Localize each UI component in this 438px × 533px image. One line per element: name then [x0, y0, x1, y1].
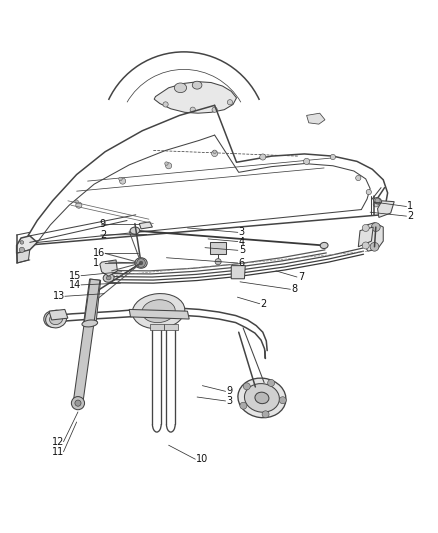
- Text: 2: 2: [261, 298, 267, 309]
- Polygon shape: [17, 236, 37, 253]
- Ellipse shape: [49, 313, 63, 325]
- Text: 14: 14: [69, 280, 81, 290]
- Circle shape: [139, 261, 143, 265]
- Polygon shape: [129, 310, 189, 319]
- Text: 5: 5: [239, 245, 245, 255]
- Ellipse shape: [174, 83, 187, 93]
- Text: 9: 9: [100, 219, 106, 229]
- Circle shape: [212, 107, 217, 112]
- Circle shape: [375, 198, 380, 204]
- Text: 15: 15: [69, 271, 81, 281]
- Circle shape: [279, 397, 286, 403]
- Polygon shape: [210, 241, 226, 254]
- Text: 3: 3: [226, 396, 233, 406]
- Text: 7: 7: [298, 272, 304, 282]
- Circle shape: [362, 224, 369, 231]
- Text: 11: 11: [52, 447, 64, 457]
- Circle shape: [373, 201, 378, 207]
- Text: 9: 9: [226, 386, 233, 397]
- Ellipse shape: [130, 227, 140, 234]
- Ellipse shape: [132, 294, 185, 329]
- Circle shape: [163, 102, 168, 107]
- Ellipse shape: [374, 198, 381, 204]
- Text: 4: 4: [239, 237, 245, 247]
- Circle shape: [137, 259, 145, 268]
- Circle shape: [243, 383, 250, 390]
- Polygon shape: [164, 324, 178, 330]
- Polygon shape: [364, 223, 383, 251]
- Polygon shape: [378, 201, 394, 217]
- Ellipse shape: [135, 258, 147, 268]
- Ellipse shape: [244, 384, 279, 412]
- Polygon shape: [17, 250, 30, 263]
- Polygon shape: [49, 310, 68, 320]
- Circle shape: [165, 162, 168, 165]
- Circle shape: [262, 411, 269, 418]
- Text: 6: 6: [239, 258, 245, 268]
- Ellipse shape: [46, 310, 67, 328]
- Circle shape: [75, 200, 78, 204]
- Polygon shape: [73, 279, 100, 403]
- Circle shape: [330, 155, 336, 159]
- Circle shape: [44, 311, 60, 327]
- Circle shape: [71, 397, 85, 410]
- Circle shape: [268, 379, 275, 386]
- Circle shape: [166, 163, 172, 169]
- Circle shape: [370, 243, 379, 251]
- Circle shape: [76, 202, 82, 208]
- Text: 1: 1: [407, 201, 413, 212]
- Circle shape: [362, 242, 369, 249]
- Ellipse shape: [255, 392, 269, 403]
- Circle shape: [215, 259, 221, 265]
- Circle shape: [366, 189, 371, 195]
- Polygon shape: [84, 279, 101, 324]
- Text: 3: 3: [239, 228, 245, 237]
- Ellipse shape: [103, 273, 114, 282]
- Polygon shape: [358, 227, 373, 247]
- Circle shape: [212, 150, 218, 157]
- Text: 1: 1: [93, 259, 99, 269]
- Ellipse shape: [238, 378, 286, 418]
- Text: 8: 8: [291, 284, 297, 294]
- Circle shape: [213, 150, 216, 154]
- Polygon shape: [307, 113, 325, 124]
- Circle shape: [227, 100, 233, 105]
- Text: 13: 13: [53, 291, 65, 301]
- Circle shape: [356, 175, 361, 181]
- Circle shape: [120, 178, 126, 184]
- Ellipse shape: [106, 276, 111, 280]
- Polygon shape: [150, 324, 164, 330]
- Circle shape: [75, 400, 81, 406]
- Circle shape: [260, 154, 266, 160]
- Circle shape: [304, 158, 310, 165]
- Circle shape: [240, 402, 247, 409]
- Text: 2: 2: [407, 211, 413, 221]
- Polygon shape: [154, 82, 237, 113]
- Circle shape: [19, 247, 25, 253]
- Text: 10: 10: [196, 454, 208, 464]
- Ellipse shape: [82, 320, 98, 327]
- Polygon shape: [100, 260, 117, 276]
- Circle shape: [119, 177, 122, 181]
- Ellipse shape: [320, 243, 328, 248]
- Polygon shape: [231, 265, 245, 279]
- Circle shape: [371, 223, 380, 231]
- Text: 16: 16: [93, 248, 106, 259]
- Ellipse shape: [192, 81, 202, 89]
- Text: 12: 12: [52, 437, 64, 447]
- Circle shape: [20, 241, 24, 244]
- Text: 2: 2: [100, 230, 106, 240]
- Polygon shape: [139, 222, 152, 229]
- Circle shape: [190, 107, 195, 112]
- Ellipse shape: [142, 300, 175, 322]
